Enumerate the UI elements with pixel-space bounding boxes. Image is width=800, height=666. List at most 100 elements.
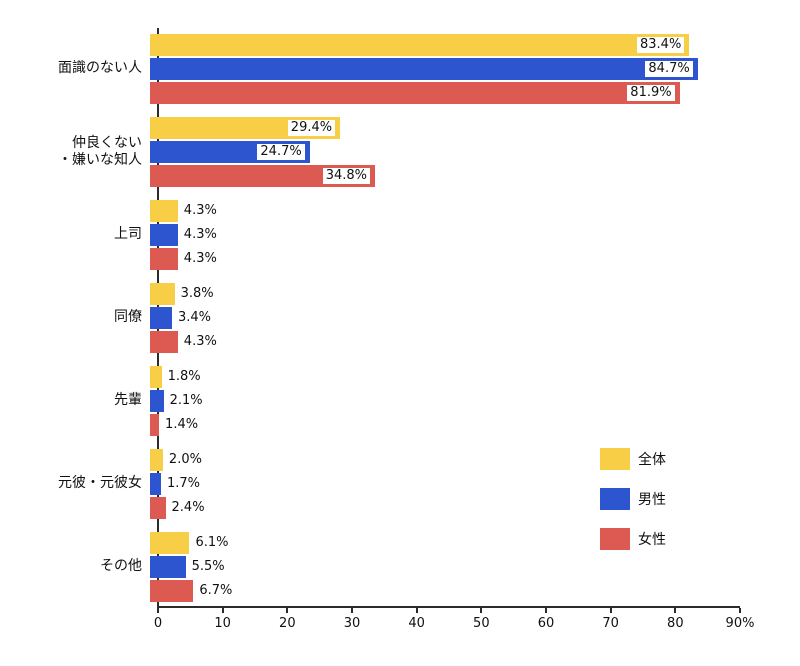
bar-row: 81.9% [150, 82, 740, 104]
bar-row: 1.7% [150, 473, 740, 495]
bar-row: 4.3% [150, 248, 740, 270]
x-tick-mark [609, 608, 612, 613]
bar-row: 2.4% [150, 497, 740, 519]
x-axis-line [157, 606, 740, 608]
x-tick-mark [415, 608, 418, 613]
x-tick-label: 80 [667, 616, 684, 631]
bar-row: 24.7% [150, 141, 740, 163]
bar-女性: 34.8% [150, 165, 376, 187]
x-tick-mark [157, 608, 159, 613]
legend-swatch [600, 528, 630, 550]
bar-女性: 6.7% [150, 580, 236, 602]
category-label: 同僚 [114, 309, 142, 326]
x-tick-label: 20 [279, 616, 296, 631]
x-tick-mark [286, 608, 289, 613]
bar-row: 1.8% [150, 366, 740, 388]
bar-value-label: 34.8% [322, 168, 371, 184]
bar-row: 83.4% [150, 34, 740, 56]
bar-女性: 4.3% [150, 248, 220, 270]
bar-value-label: 3.4% [174, 310, 215, 326]
bar-value-label: 84.7% [645, 61, 693, 77]
x-tick-label: 0 [153, 616, 163, 631]
category-label: 先輩 [114, 392, 142, 409]
bar-女性: 4.3% [150, 331, 220, 353]
category-group: 仲良くない ・嫌いな知人 29.4% 24.7% 34.8% [0, 117, 740, 187]
bar-row: 6.1% [150, 532, 740, 554]
category-label: 仲良くない ・嫌いな知人 [58, 134, 142, 169]
bar-value-label: 6.7% [196, 583, 236, 599]
bar-row: 6.7% [150, 580, 740, 602]
category-group: その他 6.1% 5.5% 6.7% [0, 532, 740, 602]
bar-全体: 83.4% [150, 34, 690, 56]
x-tick-label: 30 [343, 616, 361, 631]
bar-value-label: 24.7% [257, 144, 305, 160]
x-tick-label: 40 [408, 616, 425, 631]
legend-item: 全体 [600, 448, 666, 470]
category-bars: 2.0% 1.7% 2.4% [150, 449, 740, 519]
x-tick-label: 50 [473, 616, 490, 631]
legend-swatch [600, 448, 630, 470]
category-bars: 3.8% 3.4% 4.3% [150, 283, 740, 353]
bar-女性: 2.4% [150, 497, 208, 519]
bar-女性: 1.4% [150, 414, 202, 436]
x-tick-mark [480, 608, 483, 613]
x-tick-label: 10 [214, 616, 231, 631]
bar-全体: 6.1% [150, 532, 232, 554]
bar-全体: 1.8% [150, 366, 204, 388]
x-tick-mark [351, 608, 353, 613]
bar-男性: 3.4% [150, 307, 215, 329]
category-bars: 1.8% 2.1% 1.4% [150, 366, 740, 436]
bar-value-label: 5.5% [188, 559, 228, 575]
bar-女性: 81.9% [150, 82, 680, 104]
legend-item: 女性 [600, 528, 666, 550]
legend-label: 男性 [638, 492, 666, 508]
category-label: その他 [100, 558, 142, 575]
x-tick-mark [739, 608, 741, 613]
bar-全体: 3.8% [150, 283, 217, 305]
bar-row: 4.3% [150, 200, 740, 222]
category-bars: 29.4% 24.7% 34.8% [150, 117, 740, 187]
x-tick-label: 60 [537, 616, 555, 631]
bar-value-label: 2.4% [168, 500, 208, 516]
x-tick-mark [221, 608, 224, 613]
bar-row: 3.4% [150, 307, 740, 329]
bar-row: 5.5% [150, 556, 740, 578]
bar-value-label: 3.8% [177, 286, 217, 302]
legend-item: 男性 [600, 488, 666, 510]
category-group: 元彼・元彼女 2.0% 1.7% 2.4% [0, 449, 740, 519]
category-label: 上司 [114, 226, 142, 243]
bar-value-label: 1.8% [164, 369, 204, 385]
bar-男性: 4.3% [150, 224, 220, 246]
bar-row: 3.8% [150, 283, 740, 305]
x-tick-mark [545, 608, 547, 613]
bar-value-label: 4.3% [180, 334, 220, 350]
category-group: 面識のない人 83.4% 84.7% 81.9% [0, 34, 740, 104]
category-bars: 83.4% 84.7% 81.9% [150, 34, 740, 104]
category-label: 元彼・元彼女 [58, 475, 142, 492]
x-axis: 0 10 20 30 40 50 60 70 80 90% [0, 608, 754, 638]
x-tick-label: 90% [725, 616, 755, 631]
bar-value-label: 1.4% [162, 417, 202, 433]
bar-男性: 84.7% [150, 58, 698, 80]
bar-row: 1.4% [150, 414, 740, 436]
legend-label: 全体 [638, 452, 666, 468]
category-group: 上司 4.3% 4.3% 4.3% [0, 200, 740, 270]
category-group: 同僚 3.8% 3.4% 4.3% [0, 283, 740, 353]
legend-swatch [600, 488, 630, 510]
bar-全体: 4.3% [150, 200, 220, 222]
bar-value-label: 4.3% [180, 203, 220, 219]
bar-男性: 5.5% [150, 556, 228, 578]
legend: 全体 男性 女性 [600, 448, 666, 568]
bar-value-label: 29.4% [287, 120, 336, 136]
bar-value-label: 81.9% [627, 85, 675, 101]
legend-label: 女性 [638, 532, 666, 548]
bar-value-label: 1.7% [163, 476, 204, 492]
category-label: 面識のない人 [58, 60, 142, 77]
bar-row: 84.7% [150, 58, 740, 80]
x-tick-label: 70 [602, 616, 619, 631]
category-group: 先輩 1.8% 2.1% 1.4% [0, 366, 740, 436]
bar-value-label: 6.1% [192, 535, 232, 551]
bar-value-label: 83.4% [637, 37, 685, 53]
bar-row: 4.3% [150, 331, 740, 353]
bar-value-label: 4.3% [180, 251, 220, 267]
